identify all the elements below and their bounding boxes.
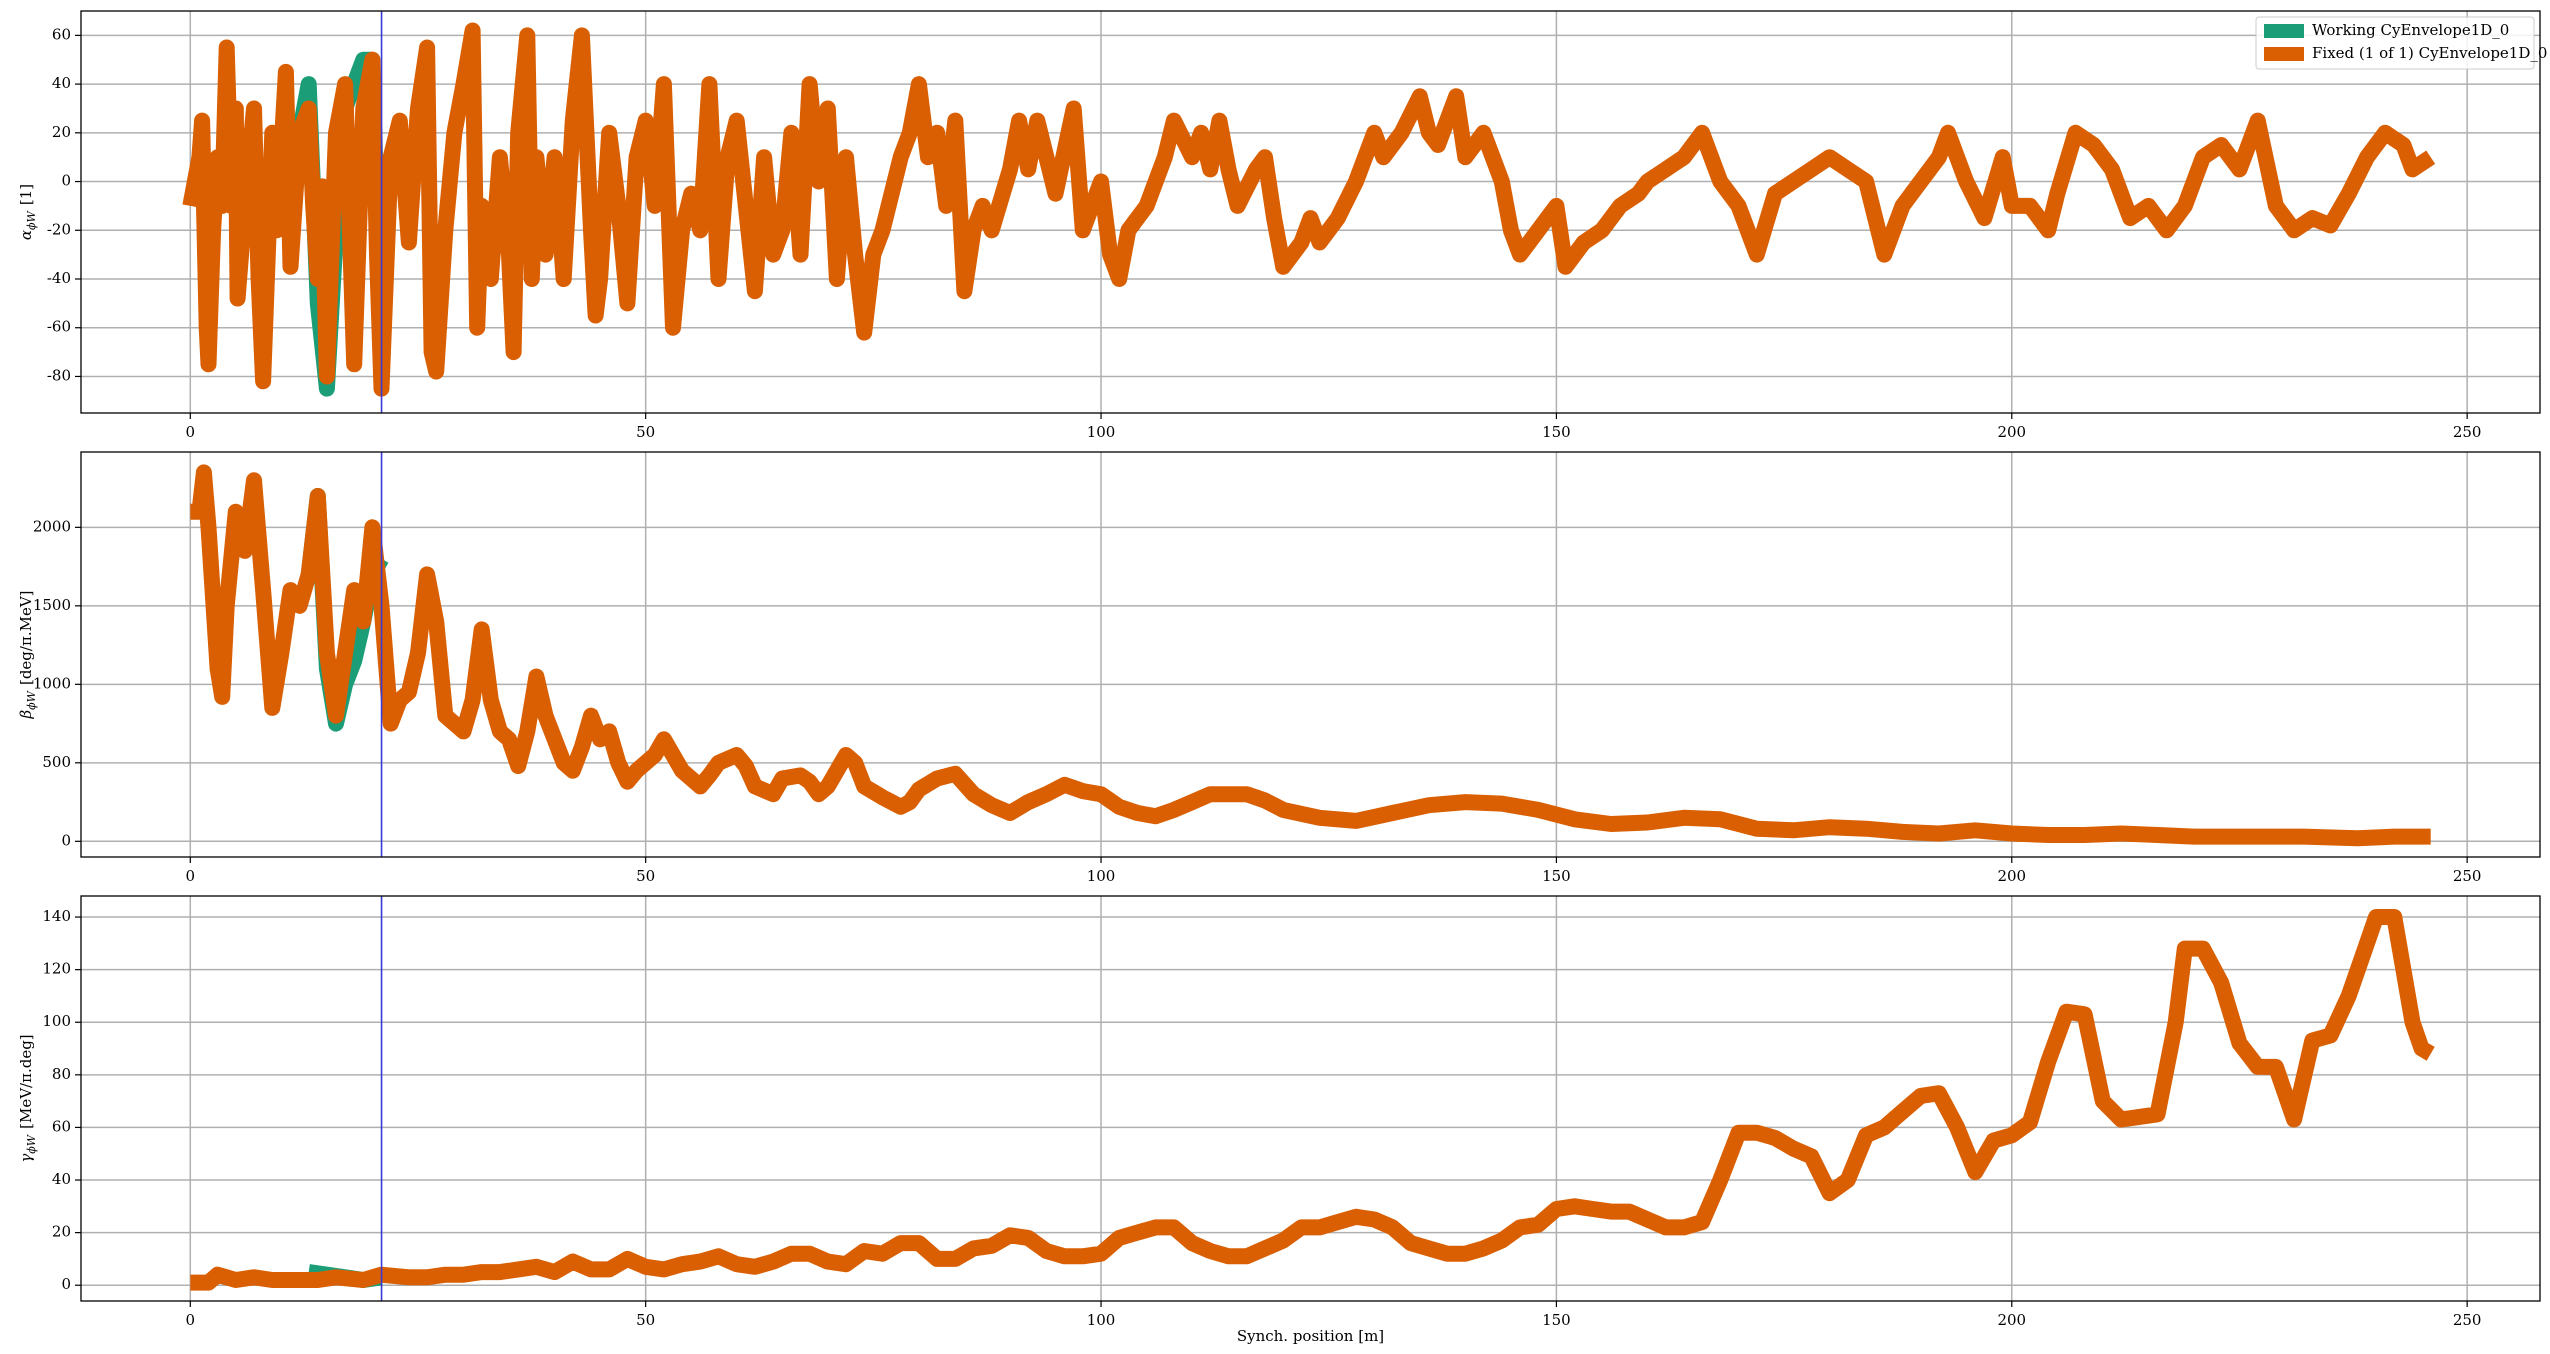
plot-frame [80, 10, 2541, 414]
y-tick-label: -20 [47, 220, 71, 238]
x-tick-label: 250 [2453, 867, 2482, 885]
y-tick-label: -80 [47, 366, 71, 384]
y-label-unit: [1] [17, 184, 35, 205]
x-tick-label: 50 [636, 1311, 655, 1329]
x-tick-label: 0 [186, 867, 196, 885]
legend-label: Fixed (1 of 1) CyEnvelope1D_0 [2312, 44, 2547, 62]
legend-label: Working CyEnvelope1D_0 [2312, 21, 2509, 39]
x-tick-label: 200 [1997, 1311, 2026, 1329]
y-label-subscript: ϕW [25, 209, 38, 229]
y-label-subscript: ϕW [25, 1133, 38, 1153]
y-label-symbol: α [17, 230, 35, 240]
plot-frame [80, 895, 2541, 1302]
y-tick-label: 60 [52, 1117, 71, 1135]
y-tick-label: 500 [42, 753, 71, 771]
y-label-symbol: β [17, 710, 35, 720]
y-axis-label: βϕW [deg/π.MeV] [17, 590, 38, 719]
x-tick-label: 150 [1542, 1311, 1571, 1329]
x-tick-label: 200 [1997, 423, 2026, 441]
x-tick-label: 100 [1087, 423, 1116, 441]
x-tick-label: 250 [2453, 423, 2482, 441]
x-tick-label: 50 [636, 867, 655, 885]
x-tick-label: 100 [1087, 1311, 1116, 1329]
y-axis-label: αϕW [1] [17, 184, 38, 240]
legend-swatch [2264, 24, 2304, 38]
y-tick-label: 2000 [33, 517, 71, 535]
y-axis-label: γϕW [MeV/π.deg] [17, 1034, 38, 1162]
y-label-symbol: γ [17, 1154, 35, 1163]
y-tick-label: -60 [47, 318, 71, 336]
series-line [182, 22, 2436, 397]
y-tick-label: 40 [52, 1170, 71, 1188]
series-line [190, 464, 2431, 847]
legend-box [2255, 16, 2535, 70]
x-tick-label: 150 [1542, 423, 1571, 441]
y-tick-label: 1500 [33, 596, 71, 614]
x-tick-label: 0 [186, 1311, 196, 1329]
x-axis-label: Synch. position [m] [1237, 1327, 1384, 1345]
y-label-subscript: ϕW [25, 689, 38, 709]
y-tick-label: 120 [42, 960, 71, 978]
legend-swatch [2264, 47, 2304, 61]
y-tick-label: 0 [61, 831, 71, 849]
x-tick-label: 150 [1542, 867, 1571, 885]
y-tick-label: 60 [52, 25, 71, 43]
y-label-unit: [deg/π.MeV] [17, 590, 35, 685]
y-tick-label: 1000 [33, 674, 71, 692]
y-tick-label: 140 [42, 907, 71, 925]
series-line [190, 909, 2435, 1291]
y-tick-label: 0 [61, 172, 71, 190]
y-label-unit: [MeV/π.deg] [17, 1034, 35, 1129]
y-tick-label: -40 [47, 269, 71, 287]
x-tick-label: 100 [1087, 867, 1116, 885]
x-tick-label: 250 [2453, 1311, 2482, 1329]
y-tick-label: 20 [52, 123, 71, 141]
y-tick-label: 40 [52, 74, 71, 92]
y-tick-label: 100 [42, 1012, 71, 1030]
y-tick-label: 80 [52, 1065, 71, 1083]
x-tick-label: 200 [1997, 867, 2026, 885]
x-tick-label: 0 [186, 423, 196, 441]
x-tick-label: 50 [636, 423, 655, 441]
y-tick-label: 0 [61, 1275, 71, 1293]
plot-frame [80, 451, 2541, 858]
y-tick-label: 20 [52, 1223, 71, 1241]
